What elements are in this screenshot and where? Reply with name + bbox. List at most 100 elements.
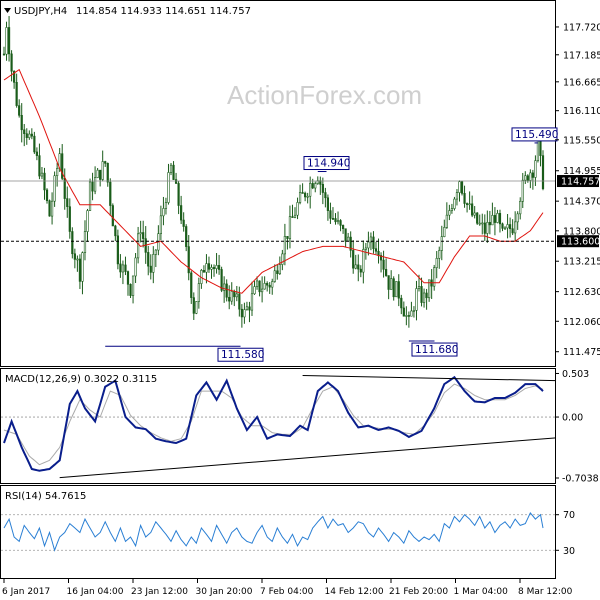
- candle-body: [124, 264, 127, 272]
- candle-body: [481, 222, 484, 225]
- candle-body: [465, 203, 469, 205]
- candle-body: [493, 215, 497, 223]
- support-badge-label: 113.600: [561, 237, 600, 248]
- axis-layer: 117.720 117.185 116.665 116.110 115.550 114.9…: [2, 22, 600, 597]
- candle: [536, 137, 540, 163]
- candle: [339, 219, 342, 232]
- candle-body: [78, 258, 82, 282]
- candle-body: [433, 267, 436, 287]
- candle: [217, 254, 221, 275]
- candle: [491, 202, 494, 226]
- candle: [154, 249, 157, 268]
- rsi-tick-label: 70: [563, 510, 575, 521]
- candle: [443, 219, 446, 238]
- candle-body: [152, 254, 155, 273]
- candle: [314, 181, 317, 193]
- candle-body: [455, 192, 459, 200]
- candle-body: [321, 183, 324, 193]
- candle-body: [514, 221, 517, 234]
- price-tick-label: 113.800: [563, 226, 600, 237]
- candle: [25, 128, 28, 145]
- candle-body: [377, 250, 380, 256]
- candle: [379, 252, 383, 273]
- candle: [392, 276, 395, 301]
- candle-body: [93, 177, 97, 192]
- candle: [228, 285, 231, 310]
- candle-body: [331, 218, 335, 220]
- candle-body: [410, 310, 413, 317]
- candle: [438, 246, 441, 269]
- candle-body: [149, 265, 152, 273]
- candle: [509, 217, 512, 238]
- candle-body: [291, 216, 294, 218]
- price-tick-label: 114.370: [563, 197, 600, 208]
- candle: [324, 187, 327, 208]
- candle: [435, 251, 438, 279]
- price-tick-label: 115.550: [563, 135, 600, 146]
- candle-body: [13, 70, 16, 83]
- candle: [124, 256, 127, 276]
- candle: [450, 203, 454, 214]
- candle: [99, 169, 102, 187]
- candle: [425, 288, 428, 310]
- candle: [152, 246, 155, 284]
- macd-pane: [0, 368, 556, 484]
- candle: [415, 280, 418, 321]
- candle-body: [53, 175, 56, 202]
- candle-body: [28, 133, 31, 138]
- candle: [529, 169, 532, 189]
- candle-body: [362, 249, 365, 273]
- candle: [78, 254, 82, 289]
- support-badge: [557, 235, 599, 248]
- candle: [266, 281, 269, 292]
- candle: [243, 302, 246, 324]
- candle: [192, 292, 195, 320]
- candle-body: [261, 288, 264, 293]
- candle-body: [276, 270, 279, 274]
- price-tick-label: 116.110: [563, 106, 600, 117]
- candle-body: [314, 183, 317, 189]
- candle-body: [445, 214, 448, 228]
- price-tick-label: 114.955: [563, 166, 600, 177]
- candle-body: [20, 115, 23, 131]
- price-annotation-box: [217, 347, 264, 362]
- candle-body: [486, 222, 489, 234]
- candle-body: [341, 225, 345, 230]
- candle: [268, 282, 271, 294]
- candle: [159, 205, 162, 241]
- candle: [422, 288, 426, 308]
- candle: [524, 171, 527, 184]
- price-tick-label: 116.665: [563, 77, 600, 88]
- candle: [516, 211, 519, 230]
- candle: [476, 212, 479, 225]
- candle: [212, 264, 216, 277]
- candle: [433, 264, 436, 291]
- candle-body: [374, 248, 378, 252]
- candle-body: [83, 231, 87, 253]
- candle-body: [324, 192, 327, 199]
- candle: [45, 188, 49, 204]
- dropdown-arrow-icon[interactable]: [4, 8, 11, 13]
- candle-body: [420, 286, 423, 303]
- candle-body: [460, 181, 464, 194]
- candle: [139, 220, 142, 243]
- candle: [496, 209, 499, 224]
- candle-body: [177, 183, 180, 206]
- candle-body: [5, 27, 8, 55]
- candle-body: [524, 175, 527, 181]
- candle-body: [463, 193, 466, 204]
- candle: [281, 249, 284, 271]
- candle-body: [248, 306, 251, 311]
- candle-body: [73, 253, 76, 260]
- candle-body: [372, 236, 375, 249]
- price-pane: [0, 0, 556, 367]
- candle: [395, 281, 398, 298]
- candle: [372, 231, 375, 254]
- candle: [207, 256, 211, 273]
- macd-tick-label: 0.00: [562, 413, 583, 424]
- candle: [33, 131, 36, 154]
- candle-body: [116, 235, 119, 265]
- candle: [468, 191, 471, 210]
- candle: [169, 162, 173, 176]
- candle-body: [101, 161, 104, 180]
